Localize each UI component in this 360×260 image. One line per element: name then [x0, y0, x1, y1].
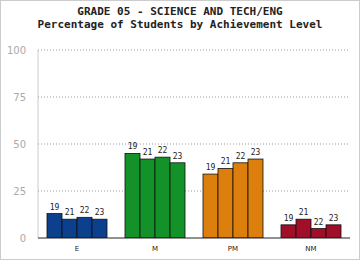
series-label: 23: [329, 214, 339, 223]
bar: [77, 217, 92, 238]
series-label: 21: [299, 208, 309, 217]
grid-line: [38, 191, 350, 192]
bar: [326, 225, 341, 238]
subtitle: Percentage of Students by Achievement Le…: [38, 18, 323, 31]
series-label: 21: [221, 157, 231, 166]
bars: [47, 153, 341, 238]
series-label: 23: [95, 208, 105, 217]
chart: GRADE 05 - SCIENCE AND TECH/ENGPercentag…: [0, 0, 360, 260]
bar: [203, 174, 218, 238]
bar: [62, 219, 77, 238]
bar: [218, 168, 233, 238]
grid-line: [38, 50, 350, 51]
series-label: 23: [251, 148, 261, 157]
series-label: 23: [173, 152, 183, 161]
bar: [92, 219, 107, 238]
bar: [140, 159, 155, 238]
bar: [296, 219, 311, 238]
y-tick-label: 100: [7, 45, 26, 56]
series-label: 19: [206, 163, 216, 172]
series-label: 19: [128, 142, 138, 151]
series-label: 22: [80, 206, 90, 215]
bar: [311, 229, 326, 238]
y-tick-label: 0: [20, 233, 26, 244]
series-label: 22: [236, 152, 246, 161]
bar-labels: 19 21 22 23 19 21 22 23 19 21 22 23 19 21 22 23: [50, 142, 339, 226]
bar: [248, 159, 263, 238]
x-tick-label: E: [75, 245, 79, 253]
frame: [1, 1, 360, 260]
x-tick-label: NM: [305, 245, 316, 253]
grid-line: [38, 144, 350, 145]
series-label: 21: [65, 208, 75, 217]
x-tick-label: PM: [228, 245, 238, 253]
bar: [233, 163, 248, 238]
grid-line: [38, 97, 350, 98]
bar: [125, 153, 140, 238]
bar: [155, 157, 170, 238]
bar: [47, 214, 62, 238]
y-tick-label: 75: [13, 92, 26, 103]
title: GRADE 05 - SCIENCE AND TECH/ENG: [77, 5, 283, 18]
y-tick-label: 25: [13, 186, 26, 197]
series-label: 21: [143, 148, 153, 157]
bar: [281, 225, 296, 238]
series-label: 19: [284, 214, 294, 223]
series-label: 19: [50, 203, 60, 212]
series-label: 22: [158, 146, 168, 155]
bar: [170, 163, 185, 238]
y-tick-label: 50: [13, 139, 26, 150]
baseline: [38, 238, 350, 239]
series-label: 22: [314, 218, 324, 227]
x-tick-label: M: [152, 245, 158, 253]
